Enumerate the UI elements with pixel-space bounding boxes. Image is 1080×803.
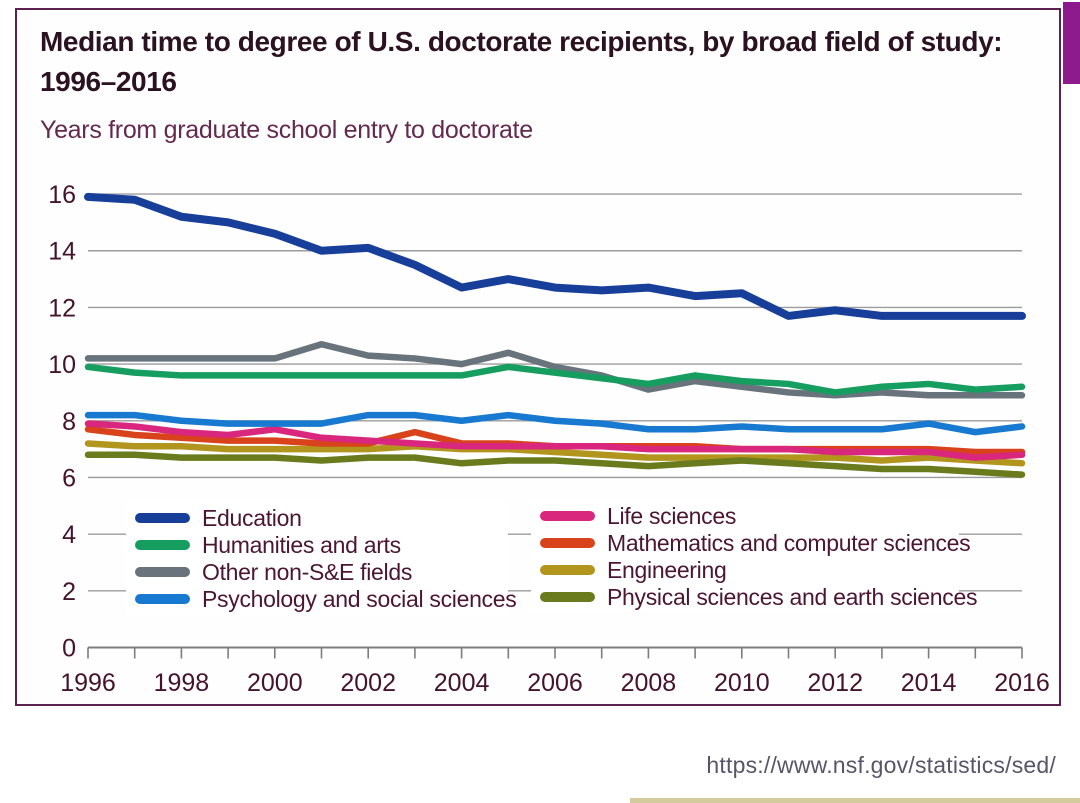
- legend-label: Humanities and arts: [202, 532, 401, 558]
- legend-swatch: [540, 592, 595, 602]
- chart-subtitle: Years from graduate school entry to doct…: [40, 116, 533, 144]
- legend-label: Other non-S&E fields: [202, 559, 412, 585]
- chart-title-line1: Median time to degree of U.S. doctorate …: [40, 26, 1003, 57]
- x-axis-label: 1996: [60, 669, 116, 697]
- y-axis-label: 6: [62, 464, 76, 492]
- series-line-life-sciences: [84, 420, 1026, 461]
- legend-label: Physical sciences and earth sciences: [607, 584, 977, 610]
- series-line-psychology-and-social-sciences: [84, 411, 1026, 436]
- legend-swatch: [135, 513, 190, 523]
- bottom-edge-strip: [630, 798, 1080, 803]
- legend-swatch: [540, 511, 595, 521]
- chart-title-line2: 1996–2016: [40, 66, 177, 97]
- x-axis-label: 2002: [340, 669, 396, 697]
- y-axis-label: 16: [48, 181, 76, 209]
- chart-title: Median time to degree of U.S. doctorate …: [40, 22, 1030, 102]
- y-axis-label: 4: [62, 521, 76, 549]
- legend-swatch: [540, 565, 595, 575]
- x-axis-label: 2006: [527, 669, 583, 697]
- y-axis-label: 12: [48, 294, 76, 322]
- legend-label: Mathematics and computer sciences: [607, 530, 970, 556]
- y-axis-label: 14: [48, 238, 76, 266]
- legend-swatch: [135, 594, 190, 604]
- x-axis-label: 2012: [807, 669, 863, 697]
- y-axis-label: 8: [62, 408, 76, 436]
- y-axis-label: 2: [62, 578, 76, 606]
- legend-swatch: [135, 540, 190, 550]
- legend-swatch: [540, 538, 595, 548]
- x-axis-label: 2010: [714, 669, 770, 697]
- x-axis-label: 2016: [994, 669, 1050, 697]
- y-axis-label: 10: [48, 351, 76, 379]
- legend-background: [126, 502, 508, 615]
- series-line-engineering: [84, 440, 1026, 467]
- x-axis-label: 1998: [154, 669, 210, 697]
- y-axis-label: 0: [62, 635, 76, 663]
- x-axis-label: 2014: [901, 669, 957, 697]
- series-line-physical-sciences-and-earth-sciences: [84, 451, 1026, 478]
- legend-label: Psychology and social sciences: [202, 586, 516, 612]
- series-line-other-non-s-e-fields: [84, 341, 1026, 399]
- x-axis-label: 2004: [434, 669, 490, 697]
- series-line-education: [84, 192, 1026, 320]
- x-axis-label: 2008: [621, 669, 677, 697]
- x-axis-label: 2000: [247, 669, 303, 697]
- series-line-humanities-and-arts: [84, 363, 1026, 396]
- legend-swatch: [135, 567, 190, 577]
- legend-label: Life sciences: [607, 503, 736, 529]
- legend-background: [531, 499, 959, 613]
- corner-tab-decoration: [1063, 2, 1080, 84]
- legend-label: Engineering: [607, 557, 726, 583]
- source-url: https://www.nsf.gov/statistics/sed/: [706, 752, 1056, 778]
- legend-label: Education: [202, 505, 302, 531]
